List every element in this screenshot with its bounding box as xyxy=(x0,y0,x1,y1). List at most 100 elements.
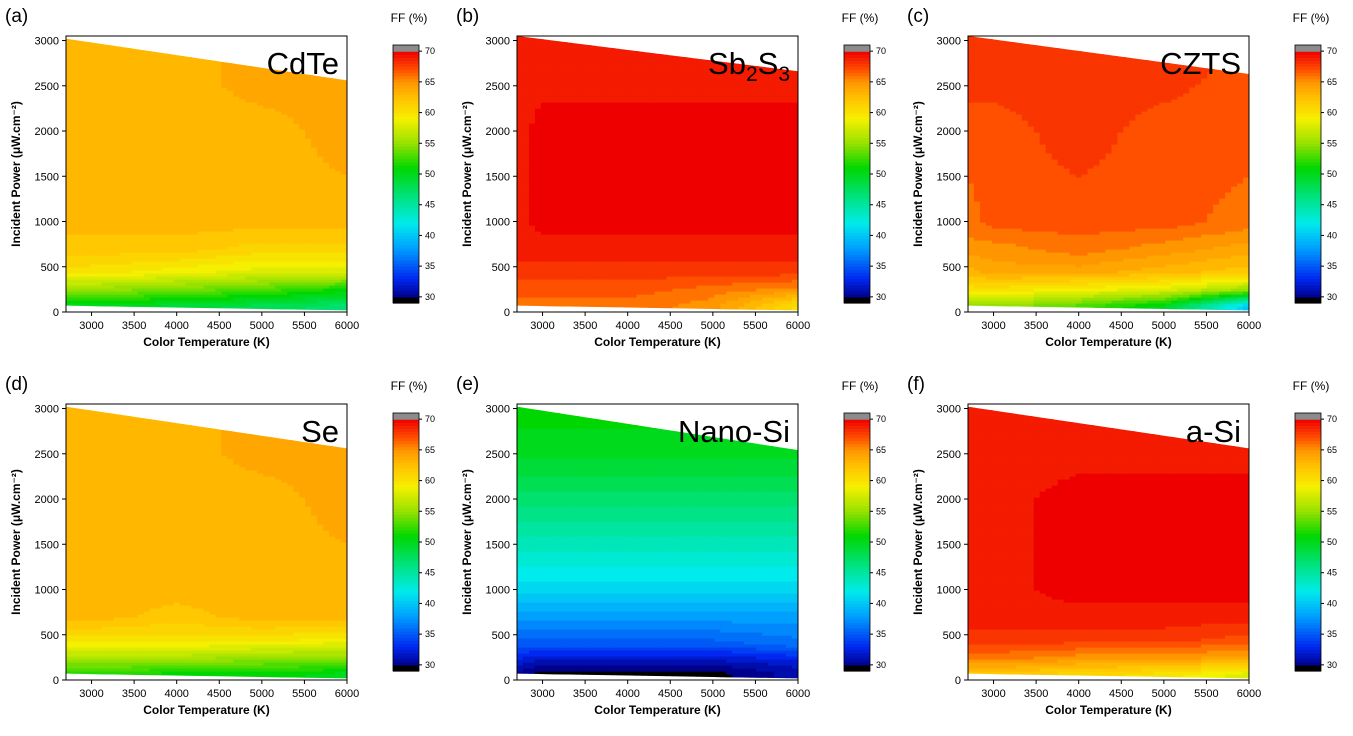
heat-cell xyxy=(329,210,336,214)
heat-cell xyxy=(299,141,306,145)
heat-cell xyxy=(167,270,175,274)
heat-cell xyxy=(197,93,205,97)
heat-cell xyxy=(197,39,205,43)
heat-cell xyxy=(101,57,109,61)
heat-cell xyxy=(209,99,217,103)
heat-cell xyxy=(227,240,235,244)
heat-cell xyxy=(77,249,85,253)
heat-cell xyxy=(161,288,169,292)
heat-cell xyxy=(209,186,217,190)
heat-cell xyxy=(119,285,127,289)
heat-cell xyxy=(71,246,79,250)
heat-cell xyxy=(66,84,73,88)
heat-cell xyxy=(311,291,318,295)
heat-cell xyxy=(125,105,133,109)
heat-cell xyxy=(540,78,548,82)
heat-cell xyxy=(77,99,85,103)
heat-cell xyxy=(197,192,205,196)
heat-cell xyxy=(131,51,139,55)
heat-cell xyxy=(167,267,175,271)
heat-cell xyxy=(323,225,330,229)
heat-cell xyxy=(119,234,127,238)
heat-cell xyxy=(299,150,306,154)
heat-cell xyxy=(245,243,252,247)
heat-cell xyxy=(245,267,252,271)
heat-cell xyxy=(299,291,306,295)
heat-cell xyxy=(275,303,282,307)
heat-cell xyxy=(66,153,73,157)
heat-cell xyxy=(335,273,342,277)
heat-cell xyxy=(305,309,312,311)
heat-cell xyxy=(191,294,199,298)
heat-cell xyxy=(540,66,548,70)
heat-cell xyxy=(167,225,175,229)
heat-cell xyxy=(251,243,258,247)
heat-cell xyxy=(125,171,133,175)
heat-cell xyxy=(517,297,524,301)
heat-cell xyxy=(89,225,97,229)
heat-cell xyxy=(251,228,258,232)
heat-cell xyxy=(185,303,193,307)
heat-cell xyxy=(119,54,127,58)
heat-cell xyxy=(113,210,121,214)
heat-cell xyxy=(185,222,193,226)
heat-cell xyxy=(89,207,97,211)
heat-cell xyxy=(275,165,282,169)
heat-cell xyxy=(287,210,294,214)
heat-cell xyxy=(305,195,312,199)
colorbar-band xyxy=(393,256,419,261)
heat-cell xyxy=(137,171,145,175)
heat-cell xyxy=(71,186,79,190)
heat-cell xyxy=(155,222,163,226)
heat-cell xyxy=(71,66,79,70)
heat-cell xyxy=(107,195,115,199)
colorbar-band xyxy=(393,103,419,108)
heat-cell xyxy=(251,162,258,166)
heat-cell xyxy=(540,111,548,115)
heat-cell xyxy=(323,249,330,253)
heat-cell xyxy=(125,51,133,55)
heat-cell xyxy=(293,141,300,145)
heat-cell xyxy=(95,255,103,259)
heat-cell xyxy=(251,147,258,151)
heat-cell xyxy=(239,165,246,169)
heat-cell xyxy=(528,225,536,229)
heat-cell xyxy=(95,180,103,184)
heat-cell xyxy=(143,48,151,52)
heat-cell xyxy=(311,84,318,88)
heat-cell xyxy=(251,42,258,46)
heat-cell xyxy=(299,183,306,187)
heat-cell xyxy=(203,186,211,190)
heat-cell xyxy=(522,249,530,253)
heat-cell xyxy=(311,234,318,238)
heat-cell xyxy=(173,183,181,187)
colorbar-band xyxy=(393,134,419,138)
colorbar-band xyxy=(393,260,419,264)
x-tick-label: 3000 xyxy=(79,320,103,332)
heat-cell xyxy=(528,198,536,202)
heat-cell xyxy=(263,84,270,88)
heat-cell xyxy=(209,243,217,247)
heat-cell xyxy=(323,96,330,100)
heat-cell xyxy=(281,39,288,43)
heat-cell xyxy=(89,38,97,40)
heat-cell xyxy=(323,108,330,112)
heat-cell xyxy=(215,63,223,67)
heat-cell xyxy=(546,111,554,115)
heat-cell xyxy=(517,252,524,256)
heat-cell xyxy=(149,93,157,97)
heat-cell xyxy=(233,192,240,196)
heat-cell xyxy=(197,141,205,145)
heat-cell xyxy=(227,102,235,106)
heat-cell xyxy=(317,294,324,298)
heat-cell xyxy=(137,99,145,103)
heat-cell xyxy=(155,45,163,49)
heat-cell xyxy=(305,105,312,109)
heat-cell xyxy=(149,243,157,247)
heat-cell xyxy=(131,201,139,205)
heat-cell xyxy=(66,252,73,256)
heat-cell xyxy=(263,174,270,178)
heat-cell xyxy=(329,159,336,163)
heat-cell xyxy=(540,210,548,214)
heat-cell xyxy=(125,132,133,136)
